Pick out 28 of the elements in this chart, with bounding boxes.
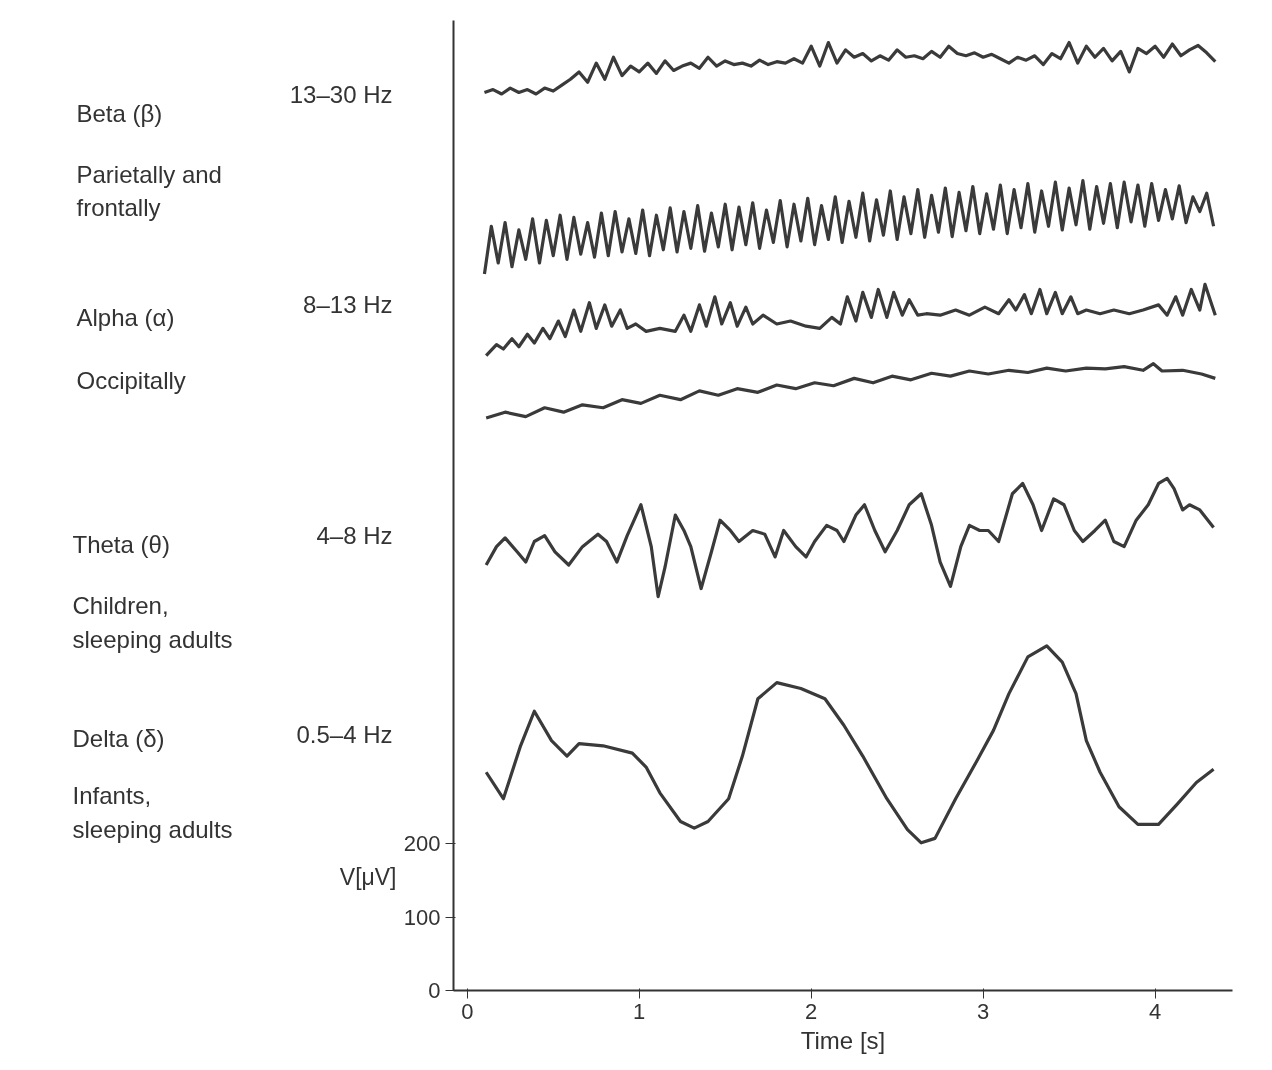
x-axis-title: Time [s]	[800, 1026, 886, 1054]
text: Alpha (α)	[76, 303, 175, 331]
y-tick-label: 100	[403, 904, 441, 930]
y-tick-label: 0	[428, 978, 441, 1003]
text: Beta (β)	[76, 99, 163, 127]
text: Children, sleeping adults	[72, 591, 233, 653]
text: Infants, sleeping adults	[72, 782, 233, 844]
text: Occipitally	[76, 367, 186, 395]
x-tick-label: 3	[977, 998, 990, 1024]
line-series	[482, 40, 1217, 96]
line-series	[484, 476, 1216, 599]
x-tick-label: 4	[1149, 998, 1162, 1024]
y-tick-label: 200	[403, 831, 441, 857]
line-series	[482, 179, 1216, 276]
text: 0.5–4 Hz	[296, 720, 393, 748]
line-series	[484, 282, 1217, 358]
y-axis-title: V[μV]	[339, 863, 397, 890]
text: 8–13 Hz	[303, 291, 393, 319]
x-tick-label: 2	[805, 998, 818, 1024]
x-tick-label: 1	[633, 998, 646, 1024]
line-series	[484, 362, 1217, 420]
text: Delta (δ)	[72, 724, 165, 752]
text: 13–30 Hz	[289, 81, 393, 109]
text: Theta (θ)	[72, 530, 170, 558]
text: 4–8 Hz	[316, 522, 393, 550]
x-tick-label: 0	[461, 998, 474, 1024]
text: Parietally and frontally	[76, 160, 222, 222]
line-series	[484, 644, 1216, 845]
